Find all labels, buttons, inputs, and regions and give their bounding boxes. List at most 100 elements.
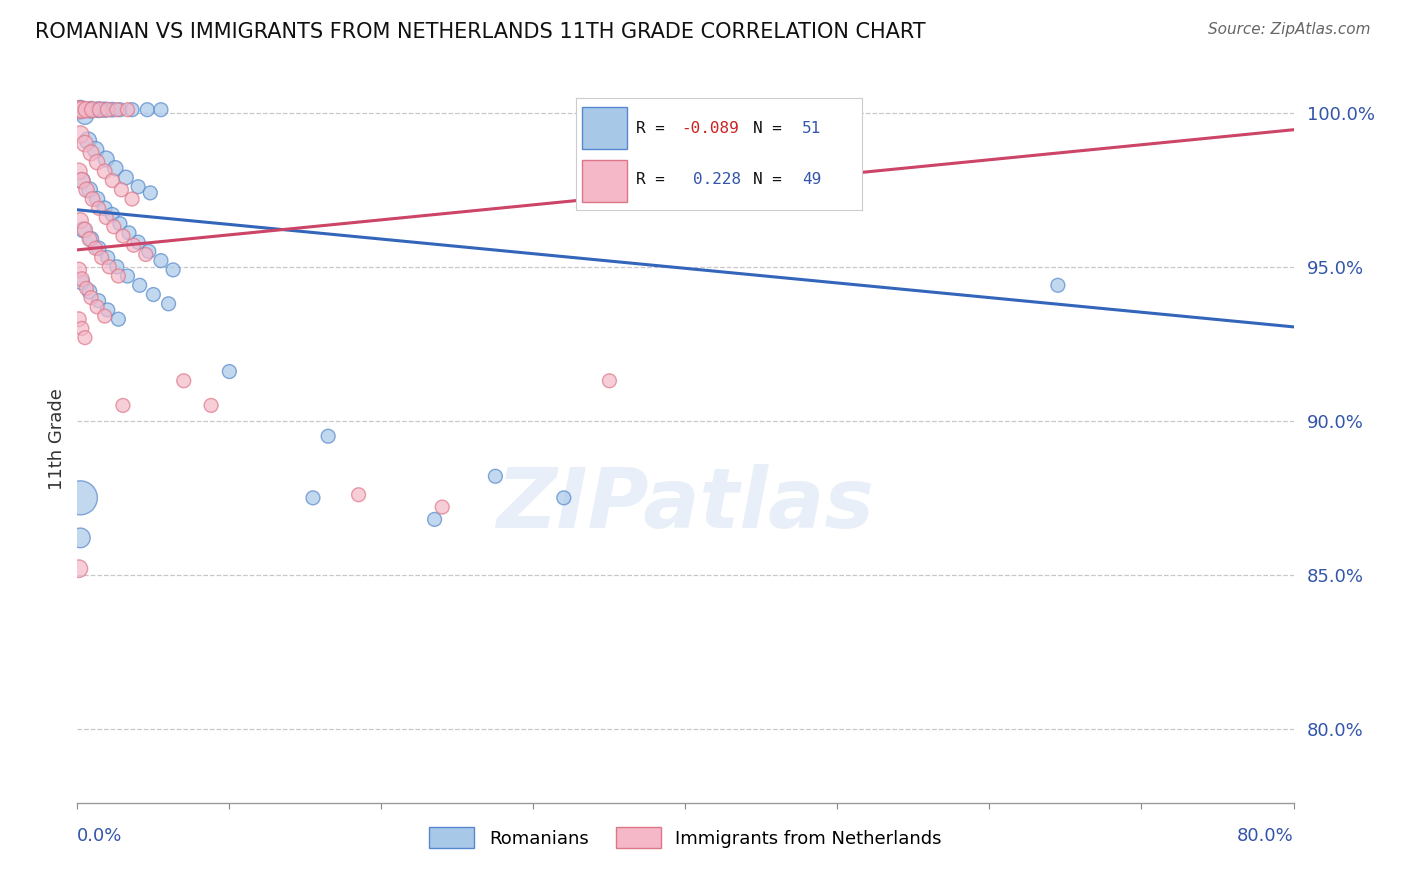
Point xyxy=(73,136,96,151)
Point xyxy=(70,173,93,187)
Point xyxy=(316,429,339,443)
Point xyxy=(149,253,172,268)
Point xyxy=(117,103,139,117)
Point xyxy=(101,207,124,221)
Legend: Romanians, Immigrants from Netherlands: Romanians, Immigrants from Netherlands xyxy=(422,821,949,855)
Point xyxy=(135,247,157,261)
Text: ZIPatlas: ZIPatlas xyxy=(496,464,875,545)
Point xyxy=(70,275,93,289)
Point xyxy=(108,103,131,117)
Point xyxy=(96,211,118,225)
Point xyxy=(70,272,93,286)
Point xyxy=(200,399,222,413)
Point xyxy=(86,155,108,169)
Point xyxy=(82,192,104,206)
Point xyxy=(107,312,129,326)
Point xyxy=(127,235,149,249)
Text: 80.0%: 80.0% xyxy=(1237,828,1294,846)
Point xyxy=(423,512,446,526)
Point xyxy=(69,213,91,227)
Point xyxy=(90,251,112,265)
Point xyxy=(157,297,180,311)
Point xyxy=(87,241,110,255)
Point xyxy=(86,300,108,314)
Point xyxy=(69,531,91,545)
Point xyxy=(122,238,145,252)
Text: 0.0%: 0.0% xyxy=(77,828,122,846)
Point xyxy=(347,488,370,502)
Point xyxy=(67,103,90,117)
Point xyxy=(96,152,118,166)
Point xyxy=(139,186,162,200)
Point xyxy=(93,309,115,323)
Point xyxy=(87,293,110,308)
Point xyxy=(115,170,138,185)
Point xyxy=(72,223,94,237)
Point xyxy=(73,331,96,345)
Point xyxy=(484,469,506,483)
Point xyxy=(80,291,103,305)
Point xyxy=(127,179,149,194)
Point xyxy=(598,374,620,388)
Point xyxy=(93,164,115,178)
Point xyxy=(107,268,129,283)
Point xyxy=(73,223,96,237)
Point xyxy=(67,562,90,576)
Point xyxy=(79,232,101,246)
Text: ROMANIAN VS IMMIGRANTS FROM NETHERLANDS 11TH GRADE CORRELATION CHART: ROMANIAN VS IMMIGRANTS FROM NETHERLANDS … xyxy=(35,22,925,42)
Point xyxy=(80,145,103,160)
Point xyxy=(70,173,93,187)
Point xyxy=(93,201,115,215)
Point xyxy=(121,103,143,117)
Y-axis label: 11th Grade: 11th Grade xyxy=(48,388,66,491)
Point xyxy=(105,260,128,274)
Point xyxy=(553,491,575,505)
Point xyxy=(79,285,101,299)
Point xyxy=(69,103,91,117)
Point xyxy=(87,201,110,215)
Point xyxy=(89,103,111,117)
Point xyxy=(111,229,134,244)
Point xyxy=(87,103,110,117)
Point xyxy=(70,321,93,335)
Point xyxy=(79,183,101,197)
Point xyxy=(67,263,90,277)
Point xyxy=(69,128,91,142)
Point xyxy=(86,192,108,206)
Point xyxy=(82,103,104,117)
Point xyxy=(218,365,240,379)
Point xyxy=(70,103,93,117)
Point xyxy=(430,500,453,514)
Point xyxy=(69,491,91,505)
Point xyxy=(117,268,139,283)
Point xyxy=(121,192,143,206)
Point xyxy=(97,251,120,265)
Point xyxy=(302,491,325,505)
Point xyxy=(73,109,96,123)
Point xyxy=(138,244,160,259)
Point xyxy=(97,302,120,317)
Point xyxy=(118,226,141,240)
Point xyxy=(75,281,97,295)
Point xyxy=(111,399,134,413)
Point xyxy=(77,134,100,148)
Point xyxy=(101,173,124,187)
Point xyxy=(84,241,107,255)
Point xyxy=(108,217,131,231)
Point xyxy=(142,287,165,301)
Point xyxy=(104,161,127,176)
Point xyxy=(103,219,125,234)
Point xyxy=(105,103,128,117)
Point xyxy=(84,143,107,157)
Point xyxy=(110,183,132,197)
Point xyxy=(75,183,97,197)
Point xyxy=(101,103,124,117)
Point xyxy=(149,103,172,117)
Text: Source: ZipAtlas.com: Source: ZipAtlas.com xyxy=(1208,22,1371,37)
Point xyxy=(128,278,150,293)
Point xyxy=(75,103,97,117)
Point xyxy=(1046,278,1069,293)
Point xyxy=(162,263,184,277)
Point xyxy=(67,312,90,326)
Point xyxy=(97,103,120,117)
